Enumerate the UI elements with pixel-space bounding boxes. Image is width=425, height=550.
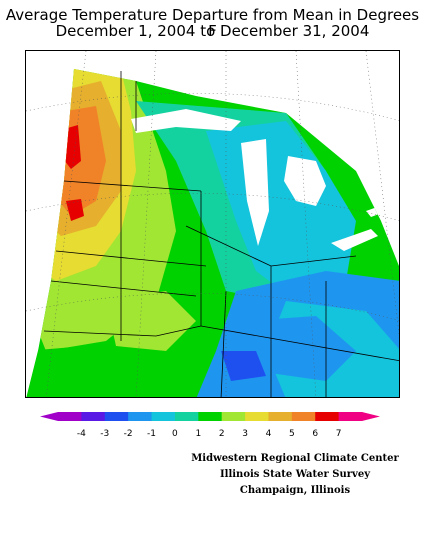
legend-swatch [81,412,106,421]
legend-swatch [315,412,340,421]
temperature-field [26,69,399,397]
legend-swatch [268,412,293,421]
legend-swatch [245,412,269,421]
map-title-line1: Average Temperature Departure from Mean … [5,6,420,40]
legend-tick-label: 4 [266,429,272,439]
legend-tick-label: -4 [77,429,86,439]
legend-colorbar: -4 -3 -2 -1 0 1 2 3 4 5 6 7 [40,412,380,439]
legend-tick-label: 5 [289,429,295,439]
credit-center: Midwestern Regional Climate Center [191,453,399,464]
legend-tick-label: -2 [124,429,133,439]
temperature-departure-map [25,50,400,398]
legend-tick-label: 6 [312,429,318,439]
legend-swatch [291,412,316,421]
legend-swatch [221,412,246,421]
legend-swatch [104,412,129,421]
credit-location: Champaign, Illinois [239,485,351,496]
legend-tick-label: -1 [147,429,156,439]
legend-tick-label: -3 [100,429,109,439]
state-boundaries [43,71,399,397]
legend-swatch [128,412,153,421]
legend-tick-label: 2 [219,429,225,439]
legend-arrow-left [40,412,58,421]
legend-tick-label: 7 [336,429,342,439]
legend-swatch [151,412,176,421]
legend-tick-label: 3 [242,429,248,439]
legend-arrow-right [362,412,380,421]
legend-swatch [174,412,199,421]
legend-swatch [58,412,82,421]
legend-tick-label: 1 [195,429,201,439]
credit-survey: Illinois State Water Survey [219,469,371,480]
map-canvas [26,51,399,397]
color-legend: -4 -3 -2 -1 0 1 2 3 4 5 6 7 [40,412,380,442]
legend-swatch [198,412,223,421]
map-title-line2: December 1, 2004 to December 31, 2004 [55,22,370,40]
legend-swatch [338,412,363,421]
legend-tick-label: 0 [172,429,178,439]
